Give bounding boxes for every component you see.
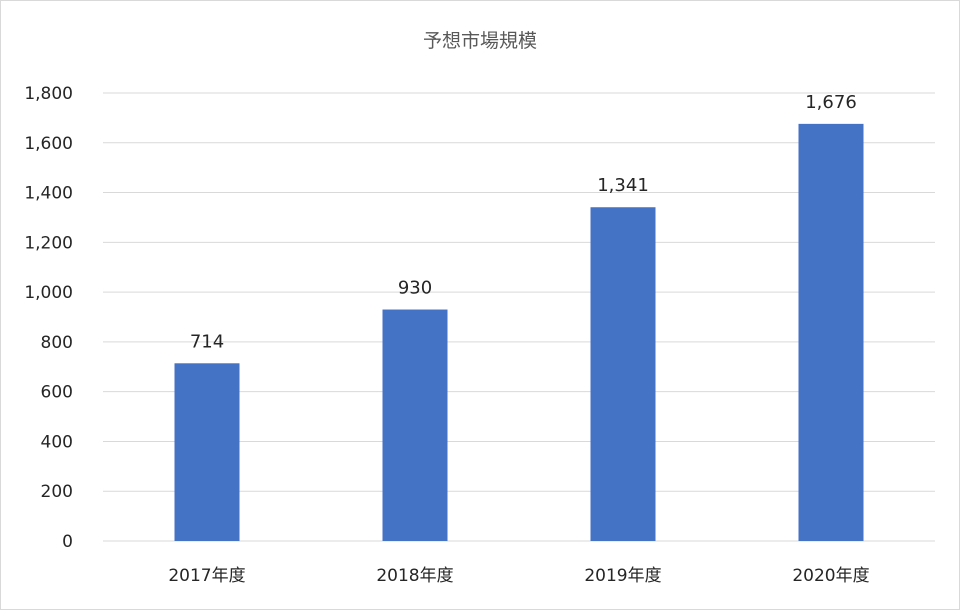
gridlines: [103, 92, 935, 542]
bar-1: [174, 363, 240, 541]
y-tick-label: 600: [41, 383, 73, 403]
x-category-label: 2018年度: [376, 566, 453, 586]
x-category-label: 2017年度: [168, 566, 245, 586]
y-tick-label: 400: [41, 432, 73, 452]
y-tick-label: 1,200: [24, 233, 73, 253]
bar-2: [382, 309, 448, 541]
y-tick-label: 1,800: [24, 84, 73, 104]
x-category-label: 2019年度: [584, 566, 661, 586]
data-labels: 714 930 1,341 1,676: [190, 92, 857, 352]
bar-4: [798, 123, 864, 542]
y-tick-label: 1,600: [24, 134, 73, 154]
data-label: 930: [398, 278, 432, 299]
y-tick-label: 1,000: [24, 283, 73, 303]
x-category-label: 2020年度: [792, 566, 869, 586]
data-label: 1,676: [805, 92, 857, 113]
y-tick-label: 1,400: [24, 184, 73, 204]
bars: [174, 123, 864, 542]
y-tick-label: 0: [62, 532, 73, 552]
y-tick-label: 200: [41, 482, 73, 502]
chart-title: 予想市場規模: [422, 30, 537, 52]
x-axis: 2017年度 2018年度 2019年度 2020年度: [168, 566, 869, 586]
data-label: 1,341: [597, 175, 649, 196]
y-tick-label: 800: [41, 333, 73, 353]
data-label: 714: [190, 331, 224, 352]
bar-3: [590, 207, 656, 542]
y-axis: 0 200 400 600 800 1,000 1,200 1,400 1,600 1,800: [24, 84, 73, 552]
